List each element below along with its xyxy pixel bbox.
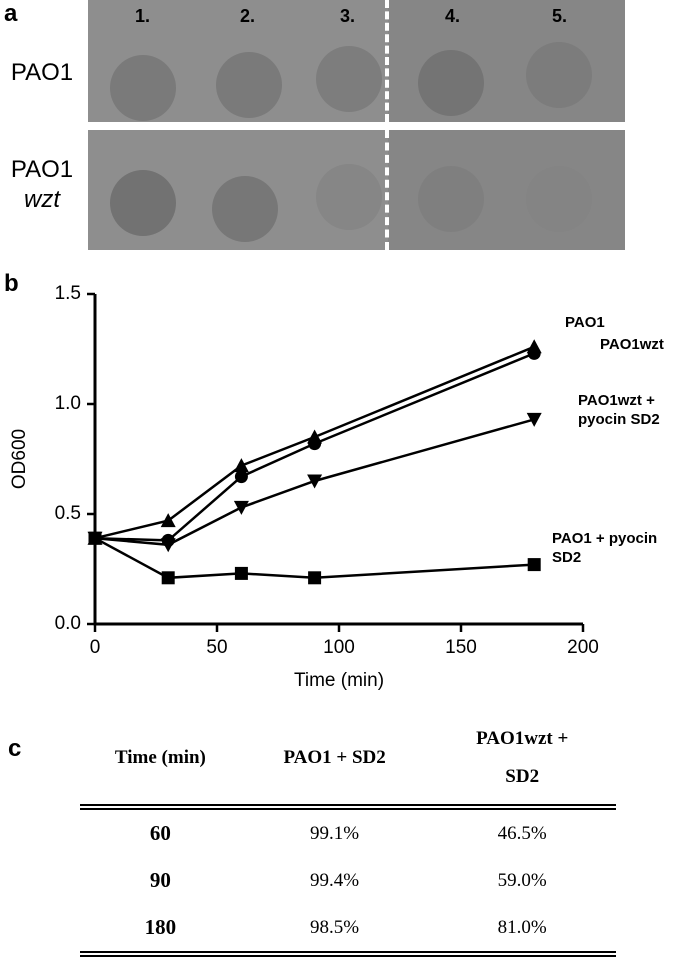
marker [234, 470, 248, 484]
table-header: Time (min) [80, 712, 241, 810]
x-tick-label: 50 [206, 637, 227, 658]
panel-label: b [4, 270, 19, 297]
marker [88, 531, 102, 545]
row-label: PAO1 wzt [0, 155, 84, 215]
column-label: 4. [445, 6, 461, 26]
x-tick-label: 200 [567, 637, 599, 658]
table-header: PAO1 + SD2 [240, 712, 429, 810]
marker [233, 458, 249, 473]
table-row: 90 99.4% 59.0% [80, 857, 616, 904]
legend-label: PAO1 + pyocin SD2 [552, 530, 658, 566]
y-tick-label: 1.5 [55, 283, 81, 304]
legend-label: PAO1 [565, 314, 605, 331]
legend-label: PAO1wzt [600, 336, 664, 353]
column-label: 2. [240, 6, 256, 26]
table-header: PAO1wzt + SD2 [428, 712, 616, 810]
marker [160, 513, 176, 528]
table-cell: 180 [80, 904, 241, 957]
y-tick-label: 0.5 [55, 503, 81, 524]
marker [526, 412, 542, 427]
column-label: 1. [135, 6, 151, 26]
panel-label: a [4, 0, 18, 27]
y-axis-title: OD600 [9, 429, 30, 489]
table-cell: 81.0% [428, 904, 616, 957]
x-axis-title: Time (min) [294, 670, 384, 691]
table-cell: 59.0% [497, 869, 547, 891]
table-cell: 46.5% [497, 822, 547, 844]
column-label: 3. [340, 6, 356, 26]
table-cell: 99.1% [310, 822, 360, 844]
x-tick-label: 0 [90, 637, 101, 658]
x-tick-label: 150 [445, 637, 477, 658]
marker [233, 500, 249, 515]
plate-image [88, 0, 625, 122]
column-label: 5. [552, 6, 568, 26]
marker [308, 571, 322, 585]
table-row: 60 99.1% 46.5% [80, 807, 616, 857]
y-tick-label: 1.0 [55, 393, 81, 414]
row-label: PAO1 [0, 58, 84, 88]
marker [161, 571, 175, 585]
table-cell: 99.4% [310, 869, 360, 891]
panel-label: c [8, 735, 22, 762]
row-label-line: PAO1 [10, 59, 74, 86]
row-label-line: PAO1 [10, 156, 74, 183]
data-table: Time (min) PAO1 + SD2 PAO1wzt + SD2 60 99… [80, 712, 616, 957]
legend-label: PAO1wzt + pyocin SD2 [578, 392, 660, 428]
table-row: 180 98.5% 81.0% [80, 904, 616, 957]
x-tick-label: 100 [323, 637, 355, 658]
chart: 0.0 0.5 1.0 1.5 0 50 100 150 200 Time (min) OD600 [9, 283, 599, 691]
marker [527, 346, 541, 360]
marker [527, 558, 541, 572]
marker [307, 474, 323, 489]
row-label-line: wzt [24, 186, 60, 213]
table-cell: 60 [149, 821, 171, 845]
marker [308, 437, 322, 451]
table-cell: 98.5% [240, 904, 429, 957]
marker [234, 566, 248, 580]
y-tick-label: 0.0 [55, 613, 81, 634]
marker [160, 538, 176, 553]
plate-image [88, 130, 625, 250]
table-cell: 90 [149, 868, 171, 892]
